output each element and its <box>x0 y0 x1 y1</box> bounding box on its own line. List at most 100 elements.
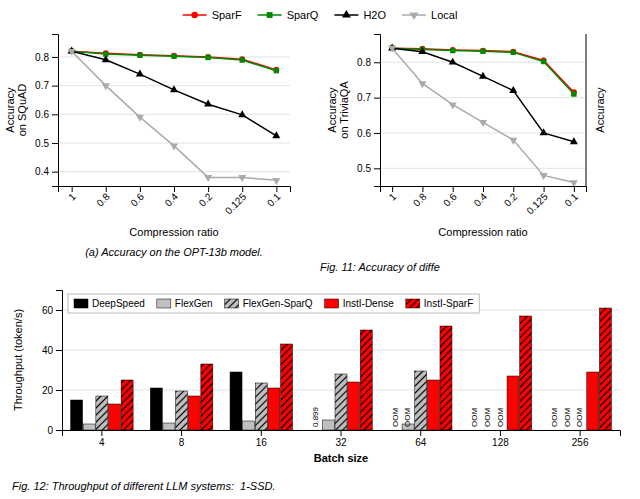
x-axis-tick: 0.8 <box>411 186 429 209</box>
grid <box>62 310 620 430</box>
tick-mark <box>140 186 141 192</box>
y-axis-line <box>56 291 63 431</box>
x-axis-line <box>63 431 621 437</box>
tick-mark <box>374 133 380 134</box>
tick-label: 16 <box>256 437 268 448</box>
series-markers <box>389 45 577 95</box>
x-axis: 48163264128256 <box>63 430 621 448</box>
bar-annotation: 0.899 <box>311 406 320 427</box>
x-axis: 10.80.60.40.20.1250.1 <box>381 186 587 216</box>
legend-label: FlexGen <box>175 298 213 309</box>
legend-label: DeepSpeed <box>92 298 145 309</box>
tick-mark <box>72 186 73 192</box>
tick-label: 0.5 <box>35 138 49 149</box>
tick-mark <box>56 430 62 431</box>
tick-label: 0.1 <box>562 191 580 209</box>
legend-item: InstI-SparF <box>406 298 473 309</box>
bar <box>188 396 200 430</box>
x-axis-tick: 0.4 <box>163 186 181 209</box>
x-axis-label: Compression ratio <box>438 226 527 238</box>
legend-marker <box>191 12 198 19</box>
tick-label: 0.5 <box>357 163 371 174</box>
marker <box>204 100 212 107</box>
tick-mark <box>101 430 102 436</box>
tick-mark <box>574 186 575 192</box>
tick-label: 0.8 <box>411 191 429 209</box>
marker <box>102 55 110 62</box>
tick-mark <box>52 57 58 58</box>
y2-axis-label: Accuracy <box>594 87 606 133</box>
bar <box>599 308 611 430</box>
y-axis-tick: 20 <box>42 385 62 396</box>
tick-mark <box>422 186 423 192</box>
bar <box>71 400 83 430</box>
y-axis-tick: 0.8 <box>35 52 58 63</box>
marker <box>205 54 211 60</box>
marker <box>511 50 516 55</box>
tick-mark <box>276 186 277 192</box>
x-axis-line <box>381 187 587 193</box>
marker <box>273 67 279 73</box>
plot-area <box>388 43 578 186</box>
marker <box>136 70 144 77</box>
y-axis-label-line: Accuracy <box>326 87 338 133</box>
y-axis-label-line: Throughput (token/s) <box>12 309 24 411</box>
tick-label: 0.125 <box>524 191 550 217</box>
series-line <box>72 51 277 70</box>
marker <box>418 47 426 54</box>
tick-label: 1 <box>387 191 399 203</box>
bar-series <box>96 371 427 430</box>
bar <box>150 388 162 430</box>
tick-mark <box>513 186 514 192</box>
x-axis-tick: 0.2 <box>502 186 520 209</box>
marker <box>171 54 176 59</box>
legend-frame <box>68 294 479 313</box>
x-axis-tick: 0.6 <box>128 186 146 209</box>
marker <box>205 55 210 60</box>
x-axis-tick: 1 <box>387 186 399 203</box>
marker <box>171 53 177 59</box>
series-line <box>392 48 574 94</box>
legend-item: FlexGen-SparQ <box>225 298 313 309</box>
tick-mark <box>52 143 58 144</box>
x-axis-line <box>59 187 291 193</box>
y-axis-tick: 0.7 <box>35 80 58 91</box>
x-axis-tick: 8 <box>179 430 185 448</box>
x-axis-tick: 128 <box>492 430 509 448</box>
marker <box>479 120 487 127</box>
y-axis-tick: 40 <box>42 345 62 356</box>
tick-mark <box>341 430 342 436</box>
grid-line <box>380 132 586 133</box>
tick-label: 0.125 <box>223 191 249 217</box>
x-axis-tick: 256 <box>572 430 589 448</box>
legend: SparFSparQH2OLocal <box>183 9 458 21</box>
tick-label: 40 <box>42 345 54 356</box>
grid-line <box>380 97 586 98</box>
tick-mark <box>374 98 380 99</box>
tick-mark <box>500 430 501 436</box>
series-line <box>392 48 574 182</box>
grid-line <box>58 142 290 143</box>
marker <box>102 83 110 90</box>
legend-label: FlexGen-SparQ <box>243 298 313 309</box>
tick-mark <box>374 62 380 63</box>
marker <box>418 81 426 88</box>
bar <box>281 344 293 430</box>
x-axis-tick: 0.6 <box>441 186 459 209</box>
x-axis-tick: 1 <box>66 186 78 203</box>
series-markers <box>68 47 281 139</box>
bar <box>230 372 242 430</box>
marker <box>540 173 548 180</box>
legend-item: H2O <box>334 9 386 21</box>
bar-annotation: OOM <box>403 408 412 427</box>
plot-area <box>71 308 612 430</box>
y-axis-tick: 0.5 <box>35 138 58 149</box>
y-axis-line <box>374 35 381 187</box>
tick-label: 32 <box>335 437 347 448</box>
caption: Fig. 12: Throughput of different LLM sys… <box>12 480 276 492</box>
x-axis-tick: 0.8 <box>94 186 112 209</box>
bar-annotation: OOM <box>563 408 572 427</box>
tick-label: 0.7 <box>357 92 371 103</box>
bar <box>96 396 108 430</box>
tick-label: 256 <box>572 437 589 448</box>
